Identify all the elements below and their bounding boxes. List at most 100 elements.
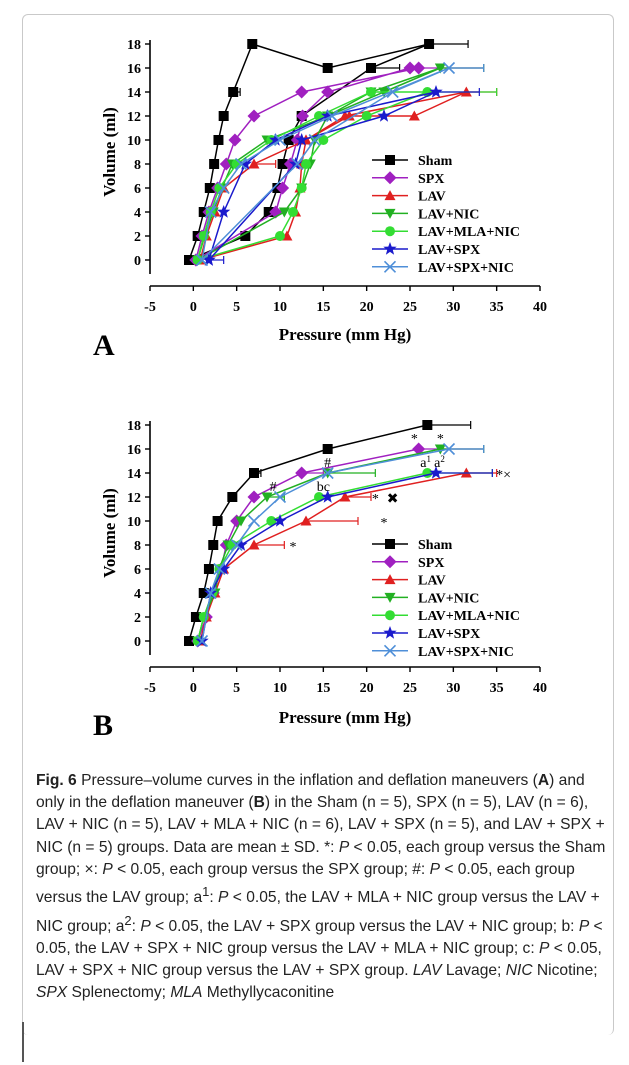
data-point	[283, 135, 294, 145]
y-tick-label: 6	[134, 182, 141, 197]
x-tick-label: 5	[233, 681, 240, 696]
x-tick-label: 5	[233, 300, 240, 315]
caption-left-rule	[22, 1022, 24, 1062]
caption-fragment: Pressure–volume curves in the inflation …	[81, 772, 538, 789]
panel-label: A	[93, 329, 115, 362]
data-point	[209, 159, 220, 169]
legend-marker	[384, 574, 396, 585]
y-tick-label: 0	[134, 254, 141, 269]
caption-fragment: :	[131, 917, 141, 935]
x-tick-label: 15	[316, 300, 330, 315]
x-tick-label: 40	[533, 300, 547, 315]
y-tick-label: 14	[127, 467, 141, 482]
series-line	[188, 424, 428, 642]
data-point	[277, 159, 288, 169]
x-tick-label: 0	[190, 681, 197, 696]
legend-label: SPX	[418, 556, 444, 571]
significance-mark-text: #	[270, 480, 277, 495]
caption-fragment: 2	[124, 912, 132, 928]
significance-mark: *	[381, 516, 388, 531]
caption-label: Fig. 6	[36, 772, 77, 789]
y-tick-label: 10	[127, 515, 141, 530]
data-point	[434, 63, 446, 74]
data-point	[276, 181, 290, 195]
data-point	[273, 490, 287, 504]
data-point	[429, 85, 443, 98]
data-point	[366, 63, 376, 73]
data-point	[217, 562, 231, 575]
legend-marker	[383, 644, 397, 657]
caption-fragment: P	[218, 889, 229, 907]
x-tick-label: 20	[360, 300, 374, 315]
significance-mark-superscript: 1	[426, 454, 431, 464]
data-point	[227, 492, 238, 502]
data-point	[248, 158, 260, 169]
y-tick-label: 14	[127, 86, 141, 101]
data-point	[321, 466, 334, 480]
caption-fragment: A	[537, 772, 550, 789]
significance-mark-text: bc	[317, 480, 330, 495]
x-axis-label: Pressure (mm Hg)	[279, 325, 412, 344]
legend-label: LAV+MLA+NIC	[418, 609, 520, 624]
data-point	[228, 133, 242, 147]
caption-text: Pressure–volume curves in the inflation …	[36, 772, 605, 1001]
data-point	[234, 538, 248, 551]
x-tick-label: 0	[190, 300, 197, 315]
data-point	[213, 562, 226, 576]
caption-fragment: < 0.05, each group versus the SPX group;…	[112, 860, 430, 878]
legend-label: Sham	[418, 538, 453, 553]
data-point	[275, 231, 285, 241]
significance-mark-text: *	[437, 432, 444, 447]
legend-marker	[384, 592, 396, 603]
data-point	[273, 514, 287, 527]
legend-marker	[385, 610, 395, 621]
data-point	[308, 133, 321, 147]
significance-mark: bc	[317, 480, 330, 495]
caption-fragment: < 0.05, each group versus the LAV group;…	[36, 860, 575, 907]
data-point	[291, 157, 304, 171]
significance-mark-text: a	[434, 456, 441, 471]
data-point	[266, 516, 277, 526]
y-tick-label: 8	[134, 158, 141, 173]
data-point	[198, 588, 209, 598]
data-point	[184, 255, 194, 265]
caption-fragment: P	[539, 939, 550, 957]
data-point	[429, 466, 443, 479]
data-point	[295, 133, 309, 146]
data-point	[190, 612, 201, 622]
legend-label: LAV	[418, 574, 446, 589]
significance-mark: ✖	[387, 492, 399, 507]
legend-marker	[383, 626, 397, 639]
data-point	[230, 538, 243, 552]
caption-fragment: P	[338, 838, 350, 856]
data-point	[261, 492, 273, 503]
caption-fragment: B	[253, 794, 265, 812]
significance-mark: *	[290, 540, 297, 555]
data-point	[422, 420, 433, 430]
data-point	[278, 207, 290, 218]
data-point	[386, 85, 399, 99]
chart-panel-a: 0 2 4 6 8 10 12 14 16 18 -5 0 5 10 15 20 25 30 35 40 Pressur…	[93, 38, 547, 362]
data-point	[301, 159, 311, 169]
data-point	[195, 253, 209, 267]
x-tick-label: 15	[316, 681, 330, 696]
data-point	[238, 157, 252, 170]
caption-fragment: < 0.05, the LAV + SPX group versus the L…	[150, 917, 579, 935]
series-sham	[184, 420, 472, 646]
caption-fragment: P	[429, 860, 440, 878]
caption-fragment: 1	[202, 884, 210, 900]
caption-fragment: < 0.05, the LAV + MLA + NIC group versus…	[36, 889, 600, 935]
significance-mark: a2	[434, 454, 445, 471]
data-point	[202, 253, 216, 266]
data-point	[322, 63, 333, 73]
significance-mark: *	[437, 432, 444, 447]
data-point	[235, 516, 247, 527]
data-point	[412, 61, 426, 75]
data-point	[208, 540, 219, 550]
data-point	[366, 87, 376, 97]
legend-label: LAV+SPX+NIC	[418, 261, 514, 276]
data-point	[204, 586, 217, 600]
caption-fragment: Nicotine;	[532, 962, 598, 979]
y-tick-label: 12	[127, 110, 141, 125]
y-tick-label: 18	[127, 419, 141, 434]
